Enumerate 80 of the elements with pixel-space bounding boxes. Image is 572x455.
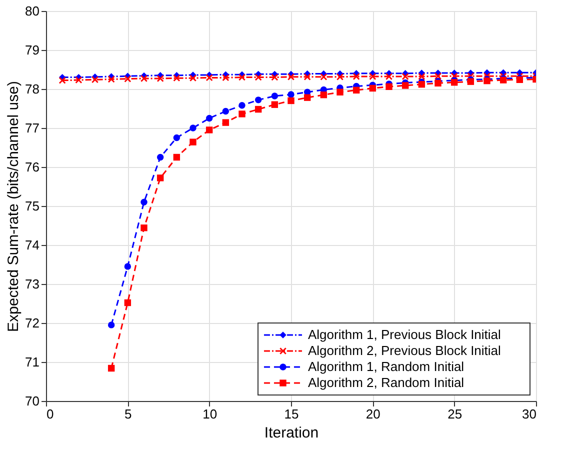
point [271,101,278,108]
point [402,82,409,89]
point [108,364,115,372]
point [206,74,213,82]
point [336,74,344,80]
point [190,138,196,146]
y-axis-title: Expected Sum-rate (bits/channel use) [5,81,22,332]
point [173,134,180,142]
point [271,92,278,100]
point [206,126,213,134]
point [320,74,328,80]
x-tick-label: 5 [124,406,132,422]
point [108,76,115,83]
y-tick-label: 74 [25,238,40,252]
point [288,91,294,98]
y-tick-label: 77 [25,120,40,136]
x-axis-title: Iteration [264,424,319,442]
y-tick-label: 72 [25,316,40,330]
x-tick-label: 10 [202,406,218,422]
point [190,74,196,82]
point [238,110,246,118]
point [402,73,409,80]
point [92,76,98,83]
point [108,322,115,328]
legend-label: Algorithm 2, Random Initial [308,375,464,390]
point [288,74,294,80]
point [352,86,360,94]
point [156,75,164,82]
y-tick-label: 73 [25,276,40,292]
point [336,88,344,96]
point [222,119,230,126]
point [156,154,164,161]
y-tick-label: 76 [25,160,40,174]
y-tick-label: 70 [25,394,40,408]
y-tick-label: 71 [25,354,40,370]
legend-label: Algorithm 1, Random Initial [308,359,464,374]
point [190,124,196,132]
point [369,73,376,80]
point [320,91,328,98]
point [418,80,426,88]
point [288,97,294,104]
point [222,108,230,115]
point [124,76,132,82]
point [58,77,66,84]
y-tick-label: 78 [25,82,40,96]
x-tick-label: 15 [284,406,299,422]
legend-label: Algorithm 2, Previous Block Initial [308,343,502,358]
point [386,83,392,90]
point [140,198,148,206]
point [238,74,246,81]
point [124,263,132,270]
point [140,224,148,232]
y-tick-label: 80 [25,4,40,18]
y-tick-label: 79 [25,42,40,58]
point [206,114,213,122]
x-tick-label: 20 [366,406,380,422]
point [369,84,376,92]
point [156,174,164,182]
point [124,299,132,306]
point [352,73,360,80]
point [222,74,230,82]
point [304,74,311,80]
x-tick-label: 25 [448,406,462,422]
point [304,94,311,101]
point [254,106,262,113]
point [434,72,442,80]
y-tick-label: 75 [25,198,40,214]
point [238,102,246,109]
point [75,76,82,84]
point [418,73,426,80]
point [173,74,180,82]
legend-label: Algorithm 1, Previous Block Initial [308,327,502,342]
point [254,74,262,81]
point [173,154,180,161]
point [386,73,392,80]
point [254,96,262,104]
x-tick-label: 0 [46,406,54,422]
point [140,75,148,82]
point [271,74,278,81]
x-tick-label: 30 [522,406,536,422]
